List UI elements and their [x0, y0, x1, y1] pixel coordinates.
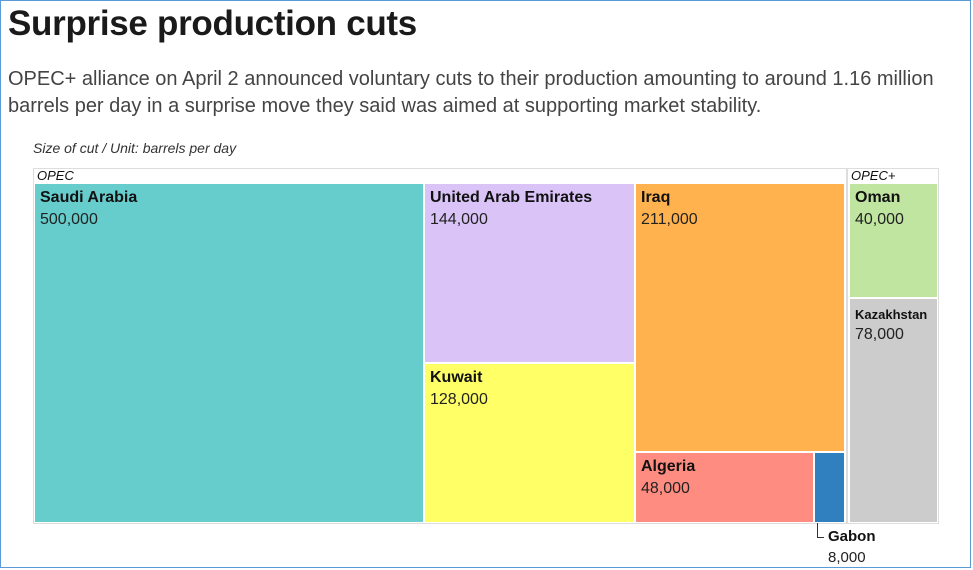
group-label-opec: OPEC [37, 168, 74, 183]
tile-name: United Arab Emirates [430, 189, 593, 206]
tile-name: Saudi Arabia [40, 189, 138, 206]
tile-saudi-arabia: Saudi Arabia 500,000 [34, 183, 424, 523]
tile-oman: Oman 40,000 [849, 183, 938, 298]
tile-name: Iraq [641, 189, 671, 206]
tile-value: 48,000 [641, 480, 690, 497]
tile-value: 144,000 [430, 211, 488, 228]
tile-name: Kazakhstan [855, 307, 928, 322]
gabon-callout-value: 8,000 [828, 549, 866, 566]
tile-iraq: Iraq 211,000 [635, 183, 845, 452]
gabon-callout-name: Gabon [828, 528, 876, 545]
tile-kazakhstan: Kazakhstan 78,000 [849, 298, 938, 523]
tile-value: 128,000 [430, 391, 488, 408]
opec-plus-group-box [847, 168, 939, 524]
gabon-callout-line [817, 523, 824, 538]
tile-united-arab-emirates: United Arab Emirates 144,000 [424, 183, 635, 363]
tile-algeria: Algeria 48,000 [635, 452, 814, 523]
opec-group-box [33, 168, 847, 524]
tile-name: Algeria [641, 458, 696, 475]
tile-kuwait: Kuwait 128,000 [424, 363, 635, 523]
unit-note: Size of cut / Unit: barrels per day [33, 140, 237, 156]
group-label-opec-plus: OPEC+ [851, 168, 896, 183]
chart-subtitle: OPEC+ alliance on April 2 announced volu… [8, 68, 934, 117]
tile-value: 40,000 [855, 211, 904, 228]
tile-name: Kuwait [430, 369, 483, 386]
tile-value: 78,000 [855, 326, 904, 343]
tile-value: 500,000 [40, 211, 98, 228]
tile-name: Oman [855, 189, 901, 206]
chart-title: Surprise production cuts [8, 4, 417, 43]
tile-value: 211,000 [641, 211, 698, 228]
tile-gabon [814, 452, 845, 523]
